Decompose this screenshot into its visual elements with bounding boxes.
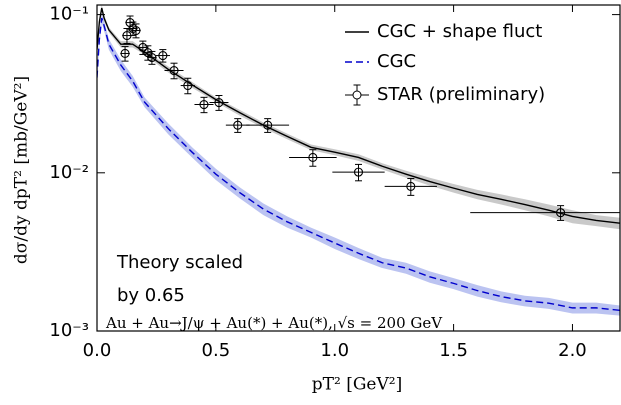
data-point — [233, 120, 243, 130]
data-point — [308, 152, 318, 163]
data-point — [169, 65, 179, 76]
x-axis-label: pT² [GeV²] — [312, 375, 402, 395]
data-point — [138, 42, 148, 52]
data-point — [214, 98, 224, 108]
y-tick-label: 10⁻¹ — [49, 4, 89, 25]
plot-area — [97, 5, 620, 316]
data-point — [263, 120, 273, 130]
y-axis-label: dσ/dy dpT² [mb/GeV²] — [12, 76, 32, 264]
data-point — [125, 18, 135, 28]
line — [97, 17, 620, 312]
data-point — [120, 48, 130, 59]
x-tick-label: 1.5 — [439, 340, 468, 361]
data-point — [183, 81, 193, 91]
data-point — [147, 53, 157, 63]
annotation: Theory scaled — [116, 252, 243, 273]
data-point — [199, 100, 209, 110]
data-point — [158, 51, 168, 61]
legend-label: CGC + shape fluct — [377, 21, 542, 42]
data-point — [556, 208, 566, 218]
x-tick-label: 0.0 — [83, 340, 112, 361]
data-point — [406, 181, 416, 191]
y-tick-label: 10⁻² — [49, 162, 89, 183]
annotation: Au + Au→J/ψ + Au(*) + Au(*), √s = 200 Ge… — [105, 314, 443, 332]
x-tick-label: 0.5 — [202, 340, 231, 361]
y-tick-label: 10⁻³ — [49, 320, 89, 341]
x-tick-label: 1.0 — [320, 340, 349, 361]
x-tick-label: 2.0 — [558, 340, 587, 361]
annotation: by 0.65 — [117, 285, 185, 306]
plot-frame — [96, 4, 621, 332]
legend-label: STAR (preliminary) — [377, 84, 545, 105]
error-band — [97, 13, 620, 316]
data-point — [131, 25, 141, 36]
legend-marker — [352, 90, 362, 100]
legend-label: CGC — [377, 51, 416, 72]
data-point — [353, 167, 364, 177]
line — [97, 7, 620, 224]
